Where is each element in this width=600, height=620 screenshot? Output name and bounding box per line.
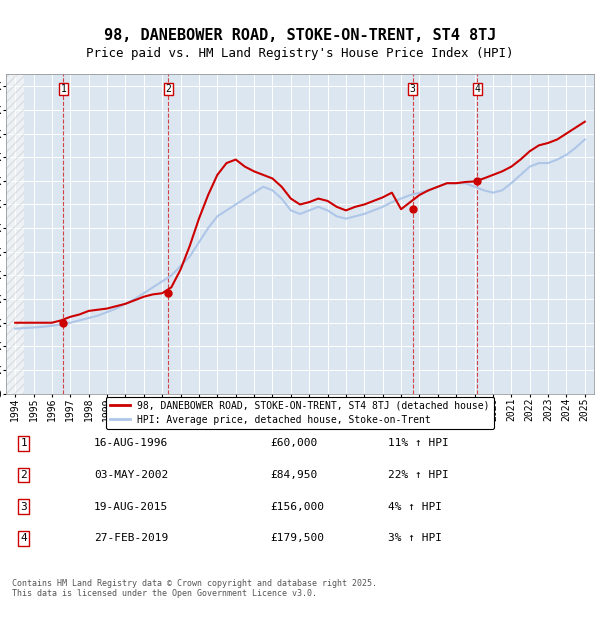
Text: 2: 2 <box>166 84 171 94</box>
Text: Contains HM Land Registry data © Crown copyright and database right 2025.
This d: Contains HM Land Registry data © Crown c… <box>12 579 377 598</box>
Text: 3: 3 <box>20 502 27 512</box>
Text: £156,000: £156,000 <box>271 502 325 512</box>
Text: 19-AUG-2015: 19-AUG-2015 <box>94 502 169 512</box>
Text: £84,950: £84,950 <box>271 470 318 480</box>
Text: 16-AUG-1996: 16-AUG-1996 <box>94 438 169 448</box>
Text: £60,000: £60,000 <box>271 438 318 448</box>
Legend: 98, DANEBOWER ROAD, STOKE-ON-TRENT, ST4 8TJ (detached house), HPI: Average price: 98, DANEBOWER ROAD, STOKE-ON-TRENT, ST4 … <box>106 397 494 429</box>
Text: 1: 1 <box>61 84 67 94</box>
Text: 98, DANEBOWER ROAD, STOKE-ON-TRENT, ST4 8TJ: 98, DANEBOWER ROAD, STOKE-ON-TRENT, ST4 … <box>104 28 496 43</box>
Text: 27-FEB-2019: 27-FEB-2019 <box>94 533 169 543</box>
Text: 4: 4 <box>475 84 481 94</box>
Text: 2: 2 <box>20 470 27 480</box>
Text: 3: 3 <box>410 84 416 94</box>
Text: 3% ↑ HPI: 3% ↑ HPI <box>388 533 442 543</box>
Text: 22% ↑ HPI: 22% ↑ HPI <box>388 470 449 480</box>
Text: 4% ↑ HPI: 4% ↑ HPI <box>388 502 442 512</box>
Text: 11% ↑ HPI: 11% ↑ HPI <box>388 438 449 448</box>
Text: 03-MAY-2002: 03-MAY-2002 <box>94 470 169 480</box>
Text: 4: 4 <box>20 533 27 543</box>
Text: £179,500: £179,500 <box>271 533 325 543</box>
Text: Price paid vs. HM Land Registry's House Price Index (HPI): Price paid vs. HM Land Registry's House … <box>86 46 514 60</box>
Text: 1: 1 <box>20 438 27 448</box>
